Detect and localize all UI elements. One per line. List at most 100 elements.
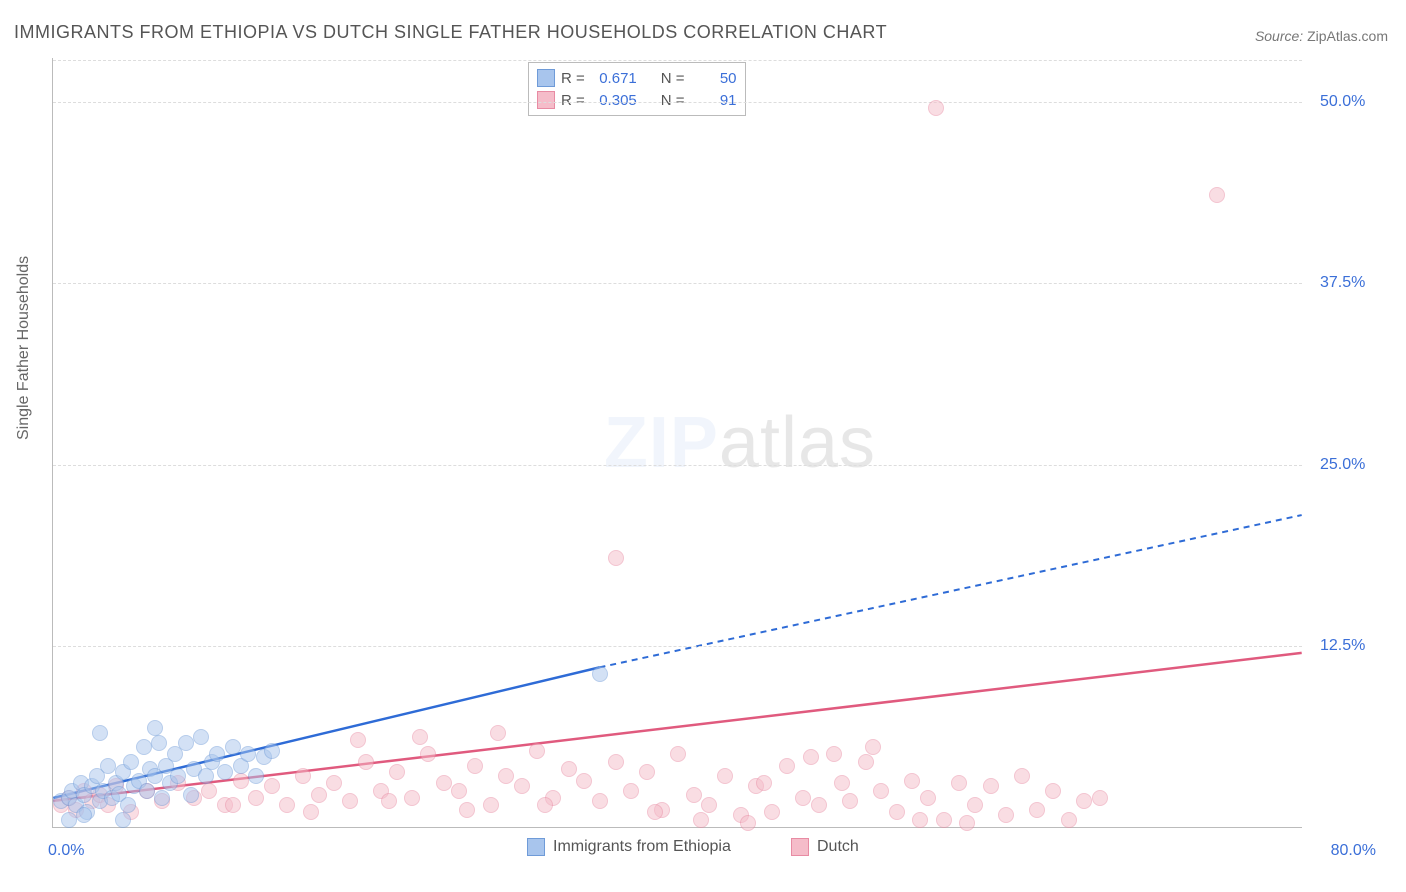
data-point (561, 761, 577, 777)
gridline (53, 102, 1302, 103)
data-point (608, 754, 624, 770)
legend-label: Immigrants from Ethiopia (553, 838, 731, 856)
data-point (717, 768, 733, 784)
data-point (115, 812, 131, 828)
data-point (147, 720, 163, 736)
data-point (76, 807, 92, 823)
source-label: Source: (1255, 28, 1303, 44)
data-point (983, 778, 999, 794)
data-point (217, 764, 233, 780)
data-point (795, 790, 811, 806)
data-point (834, 775, 850, 791)
n-label: N = (661, 70, 685, 87)
gridline (53, 60, 1302, 61)
gridline (53, 646, 1302, 647)
data-point (389, 764, 405, 780)
data-point (865, 739, 881, 755)
data-point (123, 754, 139, 770)
data-point (576, 773, 592, 789)
data-point (193, 729, 209, 745)
data-point (959, 815, 975, 831)
data-point (136, 739, 152, 755)
data-point (279, 797, 295, 813)
data-point (358, 754, 374, 770)
data-point (139, 783, 155, 799)
data-point (248, 768, 264, 784)
legend-swatch (527, 838, 545, 856)
data-point (459, 802, 475, 818)
regression-line-dashed (599, 515, 1301, 667)
data-point (686, 787, 702, 803)
data-point (647, 804, 663, 820)
chart-container: IMMIGRANTS FROM ETHIOPIA VS DUTCH SINGLE… (0, 0, 1406, 892)
x-tick-min: 0.0% (48, 842, 84, 860)
legend-row: R =0.305N =91 (537, 89, 737, 111)
data-point (826, 746, 842, 762)
data-point (998, 807, 1014, 823)
data-point (92, 725, 108, 741)
data-point (490, 725, 506, 741)
data-point (412, 729, 428, 745)
data-point (209, 746, 225, 762)
r-value: 0.671 (591, 70, 637, 87)
data-point (170, 768, 186, 784)
data-point (350, 732, 366, 748)
legend-label: Dutch (817, 838, 859, 856)
data-point (451, 783, 467, 799)
data-point (912, 812, 928, 828)
n-value: 91 (691, 92, 737, 109)
data-point (693, 812, 709, 828)
r-label: R = (561, 70, 585, 87)
y-tick-label: 25.0% (1320, 456, 1365, 474)
data-point (670, 746, 686, 762)
n-label: N = (661, 92, 685, 109)
data-point (295, 768, 311, 784)
data-point (623, 783, 639, 799)
data-point (920, 790, 936, 806)
data-point (1045, 783, 1061, 799)
data-point (1076, 793, 1092, 809)
data-point (264, 743, 280, 759)
legend-swatch (537, 69, 555, 87)
data-point (467, 758, 483, 774)
data-point (303, 804, 319, 820)
data-point (639, 764, 655, 780)
data-point (326, 775, 342, 791)
data-point (198, 768, 214, 784)
legend-row: R =0.671N =50 (537, 67, 737, 89)
source-attribution: Source: ZipAtlas.com (1255, 28, 1388, 44)
data-point (936, 812, 952, 828)
gridline (53, 465, 1302, 466)
data-point (592, 666, 608, 682)
data-point (537, 797, 553, 813)
chart-title: IMMIGRANTS FROM ETHIOPIA VS DUTCH SINGLE… (14, 22, 887, 43)
data-point (967, 797, 983, 813)
data-point (529, 743, 545, 759)
data-point (904, 773, 920, 789)
data-point (154, 790, 170, 806)
data-point (764, 804, 780, 820)
data-point (811, 797, 827, 813)
data-point (842, 793, 858, 809)
data-point (951, 775, 967, 791)
data-point (381, 793, 397, 809)
data-point (889, 804, 905, 820)
data-point (225, 739, 241, 755)
data-point (592, 793, 608, 809)
r-label: R = (561, 92, 585, 109)
data-point (740, 815, 756, 831)
data-point (1029, 802, 1045, 818)
plot-area: ZIPatlas R =0.671N =50R =0.305N =91 (52, 58, 1302, 828)
data-point (803, 749, 819, 765)
data-point (928, 100, 944, 116)
data-point (342, 793, 358, 809)
data-point (151, 735, 167, 751)
data-point (858, 754, 874, 770)
data-point (233, 773, 249, 789)
x-tick-max: 80.0% (1331, 842, 1376, 860)
y-axis-label: Single Father Households (15, 256, 33, 440)
data-point (483, 797, 499, 813)
correlation-legend: R =0.671N =50R =0.305N =91 (528, 62, 746, 116)
source-value: ZipAtlas.com (1307, 28, 1388, 44)
data-point (311, 787, 327, 803)
